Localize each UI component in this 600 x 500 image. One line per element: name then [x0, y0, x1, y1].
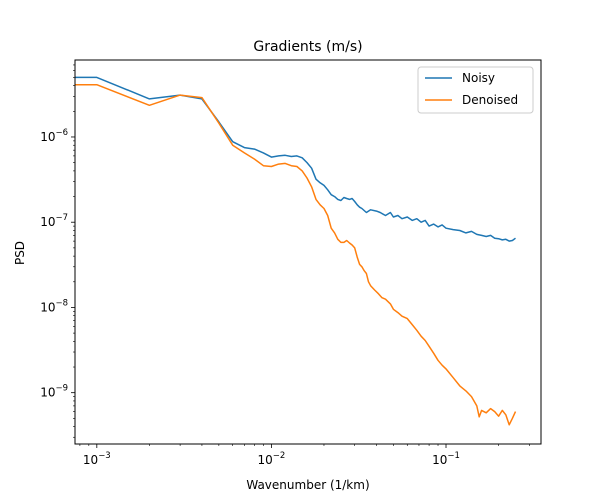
- x-axis-ticks: 10−3 10−2 10−1: [79, 444, 530, 467]
- series-line-denoised: [75, 83, 517, 426]
- y-tick-label: 10−6: [40, 128, 68, 144]
- legend-label-denoised: Denoised: [462, 93, 518, 107]
- series-layer: [75, 76, 517, 426]
- x-axis-label: Wavenumber (1/km): [246, 478, 369, 492]
- x-tick-label: 10−1: [432, 451, 460, 467]
- y-tick-label: 10−7: [40, 213, 68, 229]
- legend: Noisy Denoised: [417, 66, 534, 114]
- series-line-noisy: [75, 76, 516, 242]
- legend-label-noisy: Noisy: [462, 71, 495, 85]
- y-tick-label: 10−8: [40, 298, 68, 314]
- y-axis-ticks: 10−9 10−8 10−7 10−6: [40, 64, 75, 438]
- x-tick-label: 10−3: [83, 451, 111, 467]
- y-axis-label: PSD: [13, 241, 27, 265]
- x-tick-label: 10−2: [258, 451, 286, 467]
- y-tick-label: 10−9: [40, 384, 68, 400]
- plot-frame: [74, 59, 542, 445]
- chart-title: Gradients (m/s): [253, 39, 362, 55]
